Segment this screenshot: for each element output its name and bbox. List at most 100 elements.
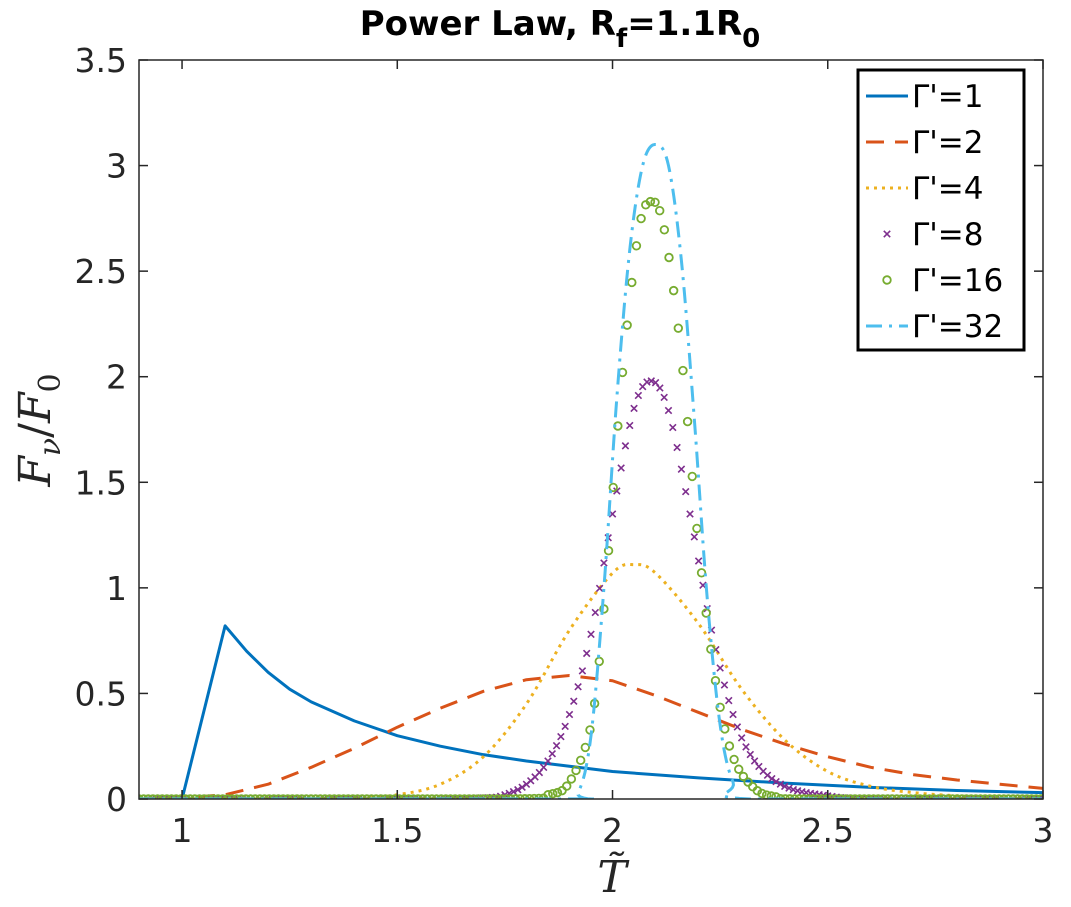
legend-label: Γ'=8 bbox=[912, 217, 984, 253]
data-point bbox=[320, 794, 330, 799]
data-point bbox=[143, 794, 153, 799]
data-point bbox=[840, 794, 851, 799]
data-point bbox=[338, 794, 349, 799]
data-point bbox=[287, 794, 298, 799]
data-point bbox=[980, 794, 990, 799]
data-point bbox=[729, 754, 739, 765]
data-point bbox=[518, 783, 526, 792]
data-point bbox=[408, 794, 418, 799]
series-1-line bbox=[139, 624, 1043, 799]
data-point bbox=[594, 656, 604, 667]
data-point bbox=[664, 252, 674, 263]
data-point bbox=[152, 794, 163, 799]
data-point bbox=[701, 608, 711, 618]
data-point bbox=[273, 794, 284, 799]
data-point bbox=[636, 213, 646, 224]
data-point bbox=[975, 794, 986, 799]
data-point bbox=[734, 764, 744, 774]
data-point bbox=[785, 784, 793, 792]
data-point bbox=[882, 794, 893, 799]
data-point bbox=[878, 794, 888, 799]
data-point bbox=[924, 794, 935, 799]
data-point bbox=[259, 794, 270, 799]
data-point bbox=[390, 794, 400, 799]
data-point bbox=[868, 794, 879, 799]
data-point bbox=[906, 794, 916, 799]
data-point bbox=[399, 794, 409, 799]
data-point bbox=[971, 794, 981, 799]
data-point bbox=[831, 794, 842, 799]
x-tick-label: 3 bbox=[1033, 811, 1054, 850]
data-point bbox=[157, 794, 167, 799]
data-point bbox=[634, 391, 643, 400]
data-point bbox=[808, 794, 818, 799]
legend-box bbox=[856, 68, 1026, 352]
series-layer bbox=[139, 142, 1043, 799]
data-point bbox=[450, 794, 460, 799]
data-point bbox=[255, 794, 265, 799]
data-point bbox=[957, 794, 967, 799]
data-point bbox=[231, 794, 242, 799]
data-point bbox=[334, 794, 344, 799]
data-point bbox=[413, 794, 423, 799]
y-tick-label: 1 bbox=[106, 569, 127, 608]
data-point bbox=[278, 794, 288, 799]
data-point bbox=[854, 794, 865, 799]
data-point bbox=[724, 696, 733, 705]
data-point bbox=[371, 794, 381, 799]
data-point bbox=[539, 763, 548, 772]
series-6-line bbox=[139, 142, 1043, 799]
data-point bbox=[650, 197, 660, 208]
data-point bbox=[557, 732, 565, 741]
data-point bbox=[213, 794, 223, 799]
data-point bbox=[348, 794, 358, 799]
data-point bbox=[845, 794, 856, 799]
data-point bbox=[901, 794, 911, 799]
data-point bbox=[301, 794, 312, 799]
legend-label: Γ'=4 bbox=[912, 171, 984, 207]
data-point bbox=[469, 794, 479, 799]
data-point bbox=[548, 788, 558, 799]
data-point bbox=[552, 787, 563, 798]
data-point bbox=[306, 794, 316, 799]
data-point bbox=[552, 741, 561, 750]
data-point bbox=[677, 465, 686, 473]
data-point bbox=[682, 416, 693, 427]
chart-title: Power Law, Rf=1.1R0 bbox=[360, 4, 760, 54]
data-point bbox=[915, 794, 925, 799]
y-tick-label: 2 bbox=[106, 358, 127, 397]
data-point bbox=[176, 794, 186, 799]
data-point bbox=[570, 697, 578, 706]
legend-label: Γ'=2 bbox=[912, 125, 984, 161]
data-point bbox=[1017, 794, 1028, 799]
series-3-line bbox=[139, 562, 1043, 799]
data-point bbox=[1012, 794, 1023, 799]
y-tick-label: 2.5 bbox=[75, 252, 127, 291]
data-point bbox=[669, 423, 677, 432]
data-point bbox=[236, 794, 246, 799]
data-point bbox=[1008, 794, 1018, 799]
data-point bbox=[222, 794, 233, 799]
data-point bbox=[208, 794, 219, 799]
series-2-line bbox=[139, 673, 1043, 799]
data-point bbox=[617, 464, 625, 472]
data-point bbox=[659, 225, 670, 235]
data-point bbox=[673, 323, 684, 333]
data-point bbox=[264, 794, 274, 799]
data-point bbox=[929, 794, 939, 799]
data-point bbox=[789, 785, 798, 794]
data-point bbox=[750, 757, 759, 765]
data-point bbox=[417, 794, 428, 799]
data-point bbox=[813, 794, 823, 799]
x-axis-label: T̃ bbox=[597, 850, 630, 903]
data-point bbox=[660, 393, 668, 402]
data-point bbox=[738, 771, 749, 782]
data-point bbox=[587, 630, 595, 639]
data-point bbox=[297, 794, 307, 799]
data-point bbox=[743, 777, 753, 787]
data-point bbox=[575, 755, 586, 766]
data-point bbox=[362, 794, 372, 799]
data-point bbox=[943, 794, 953, 799]
data-point bbox=[283, 794, 293, 799]
data-point bbox=[241, 794, 251, 799]
